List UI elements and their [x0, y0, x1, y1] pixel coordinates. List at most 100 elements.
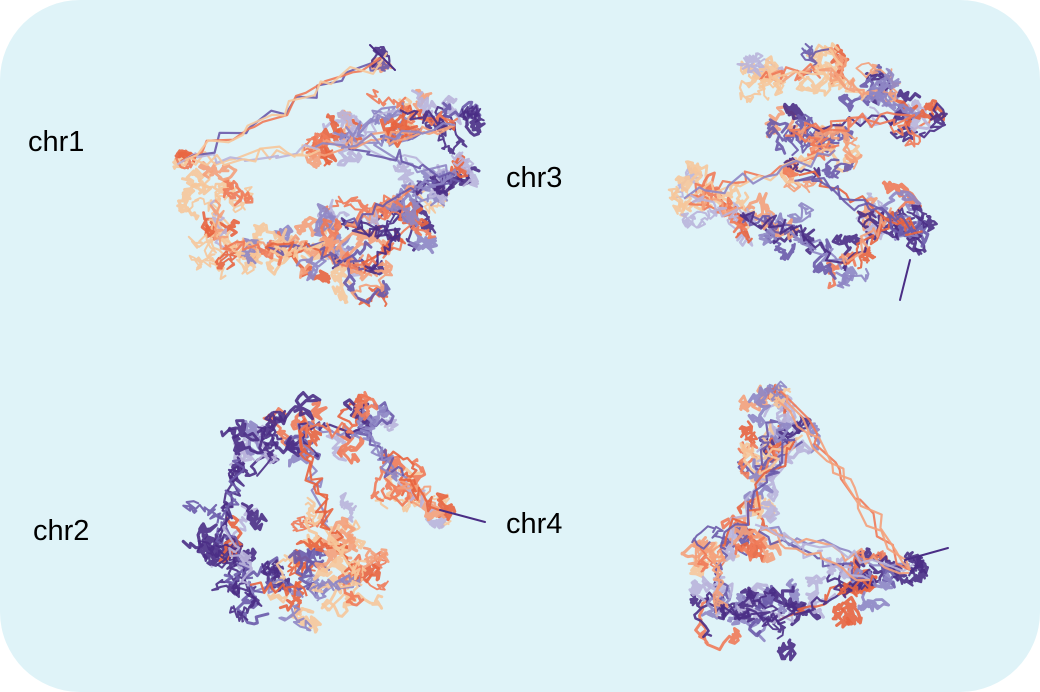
chain-link: [222, 240, 271, 255]
chain-segment: [836, 267, 870, 289]
chain-link: [343, 187, 423, 227]
chain-link: [711, 549, 729, 612]
chain-segment: [332, 519, 366, 551]
chr3-label: chr3: [506, 162, 563, 194]
chain-link: [314, 122, 456, 149]
chain-segment: [304, 145, 322, 169]
chain-link: [684, 148, 836, 200]
chain-link: [361, 233, 407, 271]
chain-segment: [855, 61, 901, 103]
chain-segment: [180, 167, 213, 196]
chain-tail: [439, 509, 486, 523]
chain-link: [794, 177, 916, 234]
chain-link: [399, 109, 452, 131]
chain-segment: [288, 544, 325, 591]
chr4-structure: [680, 380, 930, 662]
chain-segment: [220, 419, 260, 442]
chain-segment: [264, 433, 320, 458]
chain-segment: [435, 492, 457, 522]
chain-link: [779, 390, 911, 571]
chain-segment: [459, 109, 486, 137]
chain-segment: [174, 149, 198, 164]
chain-link: [777, 400, 912, 571]
chain-segment: [841, 595, 863, 626]
chain-segment: [181, 522, 218, 560]
chain-segment: [187, 218, 228, 263]
chain-link: [299, 421, 356, 439]
chain-segment: [783, 157, 821, 180]
chain-link: [739, 211, 799, 237]
chain-link: [344, 185, 420, 229]
chain-segment: [688, 579, 712, 602]
chain-segment: [227, 425, 267, 456]
chain-link: [338, 102, 405, 143]
chain-segment: [908, 556, 929, 584]
chain-segment: [747, 500, 781, 524]
chain-segment: [260, 565, 291, 594]
chain-link: [719, 603, 786, 626]
chain-link: [683, 149, 836, 200]
chain-link: [176, 143, 321, 166]
chain-segment: [765, 118, 789, 155]
chain-segment: [290, 607, 322, 634]
chain-segment: [821, 158, 855, 179]
chain-tail: [369, 44, 396, 71]
chain-link: [789, 224, 847, 272]
chain-segment: [228, 186, 254, 214]
chain-segment: [892, 564, 914, 587]
chain-segment: [441, 94, 462, 126]
chain-link: [785, 395, 911, 571]
chain-link: [339, 107, 403, 145]
chain-segment: [425, 507, 448, 530]
chain-segment: [452, 151, 480, 188]
chain-segment: [736, 52, 765, 78]
chain-segment: [354, 546, 390, 573]
chain-link: [269, 241, 326, 259]
chain-segment: [304, 496, 326, 527]
chain-link: [785, 111, 916, 137]
chain-link: [222, 524, 256, 587]
chain-segment: [198, 161, 238, 182]
chain-segment: [364, 550, 389, 591]
chain-segment: [782, 102, 807, 121]
chain-link: [754, 418, 779, 475]
chain-segment: [738, 420, 759, 445]
chain-link: [359, 428, 399, 482]
chain-segment: [368, 55, 391, 72]
chain-link: [309, 574, 358, 592]
chain-link: [309, 578, 363, 593]
chain-segment: [400, 192, 421, 226]
chain-segment: [265, 391, 322, 431]
chain-link: [739, 213, 796, 234]
chain-segment: [339, 492, 357, 523]
chain-link: [209, 199, 232, 252]
chain-link: [759, 526, 916, 573]
chain-link: [869, 90, 913, 122]
chain-segment: [768, 380, 788, 402]
chain-link: [689, 194, 739, 219]
chain-segment: [313, 203, 336, 237]
chain-link: [837, 574, 878, 596]
chain-segment: [411, 89, 438, 119]
chr3-structure: [667, 42, 948, 290]
chain-segment: [763, 234, 796, 261]
chain-link: [298, 430, 334, 532]
chain-segment: [321, 195, 375, 214]
chain-segment: [831, 233, 865, 257]
chain-segment: [680, 202, 718, 229]
chain-link: [759, 69, 824, 84]
chain-segment: [689, 593, 713, 639]
chain-segment: [240, 502, 268, 532]
chain-segment: [755, 532, 782, 564]
chr1-structure: [172, 46, 486, 308]
chain-segment: [200, 218, 241, 241]
chain-link: [249, 581, 308, 597]
chain-segment: [881, 180, 923, 224]
chain-segment: [768, 383, 792, 409]
chain-link: [216, 458, 245, 524]
chain-link: [789, 229, 848, 272]
chain-segment: [782, 159, 799, 178]
chain-link: [792, 112, 916, 136]
